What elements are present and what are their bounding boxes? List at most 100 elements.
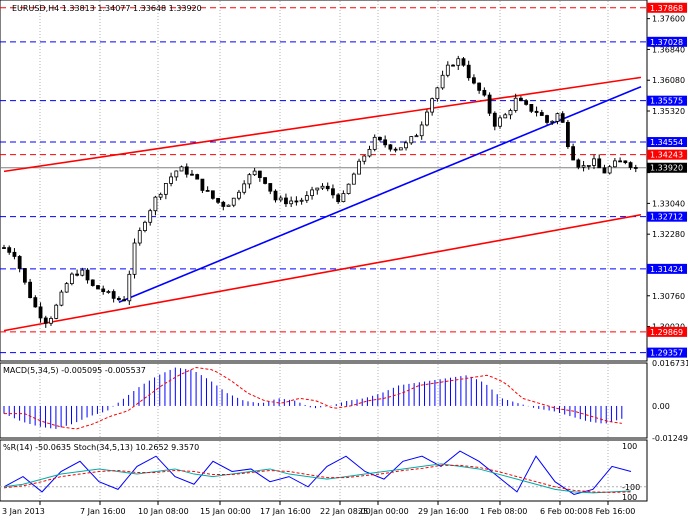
candle-body (451, 64, 455, 67)
candle-body (284, 197, 288, 205)
candle-body (231, 197, 236, 206)
candle-body (210, 190, 215, 199)
time-tick-label: 29 Jan 16:00 (418, 507, 469, 516)
candle-body (430, 98, 435, 113)
price-level-tag (647, 263, 687, 274)
candle-body (466, 64, 471, 79)
candle-body (571, 146, 576, 161)
candle-body (602, 167, 607, 174)
candle-body (524, 100, 529, 105)
trendline[interactable] (3, 76, 642, 173)
candle-body (513, 97, 518, 111)
time-tick-label: 1 Feb 08:00 (480, 507, 527, 516)
price-tick-label: 1.36080 (652, 76, 685, 85)
candle-body (378, 136, 382, 141)
oscillator-series-line (3, 463, 632, 494)
candle-body (398, 147, 403, 151)
price-panel-title: EURUSD,H4 1.33813 1.34077 1.33648 1.3392… (12, 4, 202, 13)
candle-body (268, 183, 273, 192)
oscillator-tick-label: 100 (622, 493, 637, 502)
candle-body (17, 256, 22, 269)
oscillator-tick-label: -100 (622, 483, 640, 492)
candle-body (597, 158, 602, 169)
candle-body (257, 170, 262, 178)
candle-body (351, 173, 356, 185)
candle-body (221, 201, 226, 207)
macd-signal-line (4, 366, 622, 430)
time-tick-label: 25 Jan 00:00 (358, 507, 409, 516)
candle-body (195, 174, 200, 180)
trendline[interactable] (3, 213, 642, 332)
macd-tick-label: 0.00 (652, 402, 670, 411)
candle-body (550, 120, 555, 123)
candle-body (273, 190, 278, 201)
macd-tick-label: -0.01249 (652, 434, 688, 443)
oscillator-panel-title: %R(14) -50.0635 Stoch(34,5,13) 10.2652 9… (3, 443, 199, 452)
price-level-label: 1.34554 (650, 138, 683, 147)
candle-body (75, 273, 79, 276)
candle-body (64, 283, 69, 293)
candle-body (127, 273, 132, 302)
price-level-tag (647, 137, 687, 148)
candle-body (325, 185, 330, 190)
candle-body (461, 58, 466, 66)
candle-body (169, 176, 173, 184)
candle-body (80, 269, 85, 276)
candle-body (163, 183, 168, 195)
candle-body (414, 135, 419, 138)
candle-body (372, 136, 377, 150)
candle-body (12, 251, 17, 257)
candle-body (472, 77, 476, 84)
candle-body (289, 200, 294, 205)
macd-panel-title: MACD(5,34,5) -0.005095 -0.005537 (3, 366, 146, 375)
price-level-label: 1.29357 (650, 349, 683, 358)
candle-body (367, 148, 372, 157)
candle-body (299, 199, 304, 202)
candle-body (331, 188, 335, 196)
candle-body (247, 174, 252, 185)
price-level-tag (647, 149, 687, 160)
price-level-label: 1.35575 (650, 97, 683, 106)
time-tick-label: 10 Jan 08:00 (138, 507, 189, 516)
candle-body (190, 173, 194, 176)
candle-body (498, 117, 502, 127)
candle-body (111, 291, 116, 299)
price-panel[interactable]: 1.37600 1.36840 1.36080 1.35320 1.33040 1.322… (0, 0, 687, 362)
candle-body (252, 170, 257, 176)
candle-body (28, 281, 33, 299)
price-level-label: 1.33920 (650, 164, 683, 173)
price-level-label: 1.31424 (650, 265, 683, 274)
price-tick-label: 1.30760 (652, 292, 685, 301)
candle-body (456, 58, 461, 66)
candle-body (216, 197, 220, 203)
candle-body (320, 185, 325, 189)
macd-panel[interactable]: 0.016731 0.00 -0.01249 MACD(5,34,5) -0.005… (0, 359, 688, 443)
candle-body (492, 112, 497, 127)
candle-body (237, 191, 241, 199)
candle-body (612, 160, 617, 168)
candle-body (132, 242, 137, 275)
candle-body (158, 193, 163, 198)
candle-body (487, 94, 492, 114)
price-tick-label: 1.32280 (652, 230, 685, 239)
price-level-tag (647, 347, 687, 358)
candle-body (618, 160, 623, 163)
candle-body (425, 111, 429, 126)
candle-body (304, 195, 309, 201)
candle-body (362, 155, 367, 162)
candle-body (539, 112, 544, 116)
oscillator-series-line (3, 464, 632, 493)
macd-tick-label: 0.016731 (652, 359, 688, 368)
price-level-tag (647, 2, 687, 13)
candle-body (310, 189, 314, 197)
candle-body (33, 297, 38, 308)
time-axis: 3 Jan 2013 7 Jan 16:00 10 Jan 08:00 15 Jan … (2, 501, 635, 516)
candle-body (383, 139, 388, 146)
price-level-tag (647, 326, 687, 337)
candle-body (153, 196, 158, 212)
oscillator-tick-label: 100 (622, 442, 637, 451)
price-tick-label: 1.35320 (652, 107, 685, 116)
candle-body (315, 187, 320, 191)
